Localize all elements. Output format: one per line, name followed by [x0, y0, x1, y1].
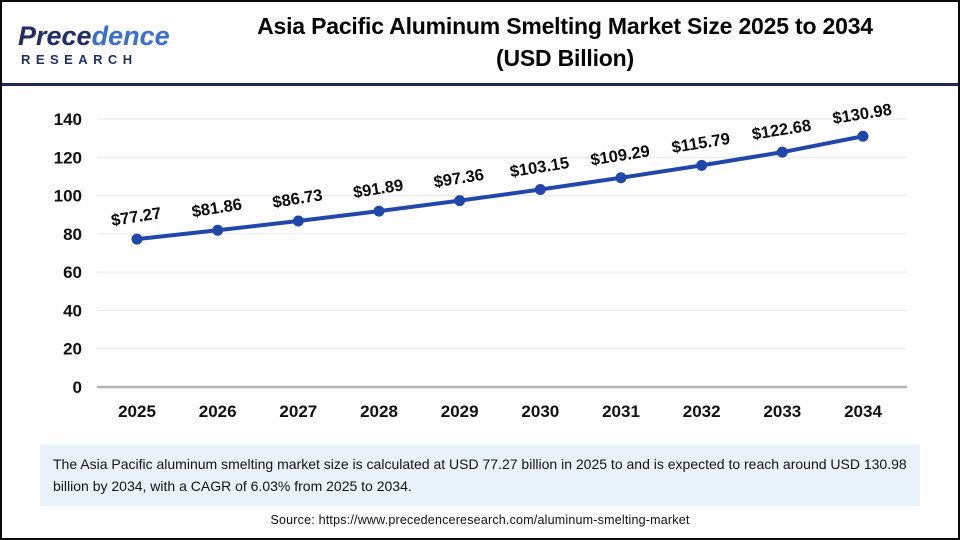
data-point-marker: [696, 159, 708, 171]
data-point-marker: [212, 224, 224, 236]
logo-wordmark-dark: Prece: [18, 21, 92, 51]
chart-title: Asia Pacific Aluminum Smelting Market Si…: [184, 11, 946, 74]
data-point-marker: [534, 184, 546, 196]
x-axis-tick-label: 2026: [199, 402, 237, 421]
data-point-label: $122.68: [751, 117, 813, 144]
data-point-label: $77.27: [110, 204, 163, 230]
data-point-label: $91.89: [352, 176, 405, 202]
x-axis-tick-label: 2027: [279, 402, 317, 421]
source-text: Source: https://www.precedenceresearch.c…: [270, 513, 690, 528]
x-axis-tick-label: 2029: [441, 402, 479, 421]
series-line: [135, 134, 865, 242]
data-point-marker: [615, 172, 627, 184]
y-axis-tick-label: 120: [54, 148, 82, 167]
header: Precedence RESEARCH Asia Pacific Aluminu…: [2, 2, 958, 86]
y-axis-tick-label: 60: [63, 263, 82, 282]
logo-research-text: RESEARCH: [21, 52, 138, 68]
x-axis-tick-label: 2034: [844, 402, 882, 421]
data-point-label: $130.98: [831, 101, 893, 128]
precedence-logo: Precedence RESEARCH: [18, 18, 184, 67]
data-point-label: $86.73: [271, 186, 324, 212]
line-chart-area: 0 20 40 60 80 100 120 140 2025 2026 2027 2028 2029 20…: [2, 86, 958, 443]
y-axis-tick-label: 140: [54, 110, 82, 129]
logo-wordmark-light: dence: [91, 21, 170, 51]
y-axis-tick-label: 100: [54, 187, 82, 206]
y-axis-tick-label: 40: [63, 301, 82, 320]
x-axis-tick-label: 2032: [683, 402, 721, 421]
chart-title-line1: Asia Pacific Aluminum Smelting Market Si…: [257, 12, 873, 39]
data-point-label: $97.36: [433, 166, 486, 192]
data-point-marker: [857, 130, 869, 142]
x-axis-tick-label: 2030: [521, 402, 559, 421]
x-axis-tick-label: 2028: [360, 402, 398, 421]
x-axis-tick-label: 2033: [763, 402, 801, 421]
data-point-marker: [373, 205, 385, 217]
y-axis-tick-label: 80: [63, 225, 82, 244]
y-axis-tick-label: 0: [73, 378, 82, 397]
data-point-marker: [292, 215, 304, 227]
chart-title-line2: (USD Billion): [496, 44, 634, 71]
data-point-label: $109.29: [589, 142, 651, 169]
market-size-line-chart: 0 20 40 60 80 100 120 140 2025 2026 2027 2028 2029 20…: [54, 101, 907, 421]
data-point-marker: [131, 233, 143, 245]
data-point-marker: [454, 195, 466, 207]
data-point-label: $103.15: [509, 154, 571, 181]
data-point-label: $115.79: [670, 130, 731, 157]
x-axis-tick-label: 2031: [602, 402, 640, 421]
y-axis-tick-label: 20: [63, 340, 82, 359]
summary-note: The Asia Pacific aluminum smelting marke…: [40, 445, 920, 507]
logo-wordmark: Precedence: [18, 22, 184, 50]
x-axis-tick-label: 2025: [118, 402, 156, 421]
data-point-marker: [776, 146, 788, 158]
data-point-label: $81.86: [191, 196, 244, 222]
